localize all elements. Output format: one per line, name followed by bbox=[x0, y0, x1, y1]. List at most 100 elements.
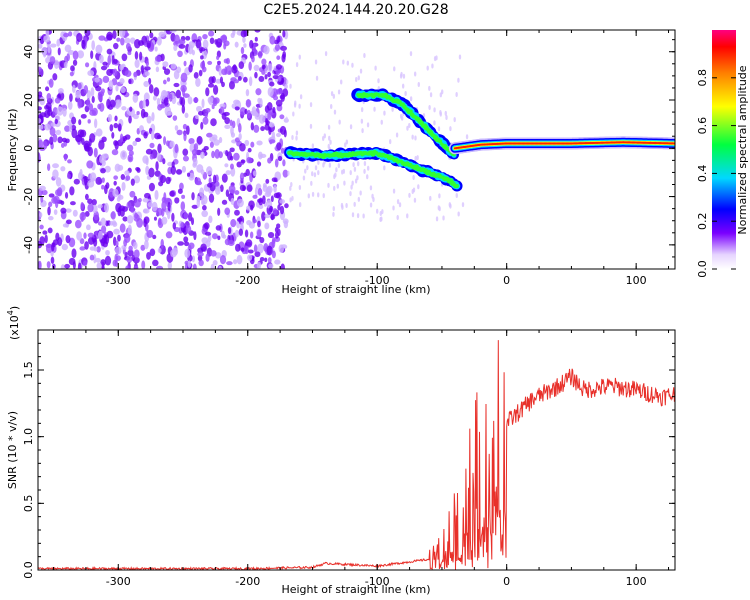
noise-blob bbox=[156, 134, 162, 140]
noise-blob bbox=[183, 212, 189, 220]
noise-blob bbox=[158, 217, 162, 226]
noise-blob bbox=[362, 213, 365, 219]
noise-blob bbox=[207, 60, 213, 65]
colorbar-tick-label: 0.4 bbox=[696, 165, 709, 183]
noise-blob bbox=[213, 139, 220, 146]
noise-blob bbox=[158, 31, 166, 38]
noise-blob bbox=[455, 91, 458, 97]
noise-blob bbox=[212, 174, 217, 184]
noise-blob bbox=[248, 76, 253, 87]
noise-blob bbox=[225, 170, 231, 176]
noise-blob bbox=[95, 128, 103, 137]
noise-blob bbox=[273, 185, 277, 193]
noise-blob bbox=[165, 231, 173, 239]
noise-blob bbox=[124, 170, 130, 176]
noise-blob bbox=[201, 66, 207, 73]
noise-blob bbox=[95, 85, 102, 92]
noise-blob bbox=[279, 114, 285, 120]
noise-blob bbox=[121, 181, 126, 192]
noise-blob bbox=[153, 216, 157, 221]
noise-blob bbox=[82, 260, 88, 267]
noise-blob bbox=[142, 155, 149, 164]
noise-blob bbox=[45, 102, 52, 110]
noise-blob bbox=[77, 50, 85, 59]
noise-blob bbox=[239, 142, 246, 152]
noise-blob bbox=[173, 44, 178, 51]
noise-blob bbox=[366, 165, 370, 171]
noise-blob bbox=[265, 178, 270, 184]
noise-blob bbox=[106, 31, 113, 41]
noise-blob bbox=[375, 208, 379, 214]
noise-blob bbox=[115, 84, 119, 92]
noise-blob bbox=[77, 82, 82, 90]
noise-blob bbox=[253, 64, 260, 72]
noise-blob bbox=[267, 110, 272, 121]
noise-blob bbox=[258, 114, 266, 124]
noise-blob bbox=[116, 99, 122, 108]
noise-blob bbox=[248, 61, 252, 71]
y-tick-label: 40 bbox=[22, 45, 35, 59]
noise-blob bbox=[202, 116, 209, 125]
noise-blob bbox=[242, 185, 246, 192]
noise-blob bbox=[67, 159, 72, 164]
noise-blob bbox=[161, 216, 168, 225]
noise-blob bbox=[361, 128, 364, 134]
noise-blob bbox=[95, 44, 103, 54]
noise-blob bbox=[145, 148, 153, 155]
noise-blob bbox=[196, 105, 203, 112]
noise-blob bbox=[314, 165, 318, 171]
noise-blob bbox=[249, 39, 254, 49]
noise-blob bbox=[162, 158, 166, 165]
noise-blob bbox=[95, 257, 101, 263]
noise-blob bbox=[356, 213, 360, 219]
noise-blob bbox=[49, 56, 56, 65]
noise-blob bbox=[134, 51, 139, 60]
y-tick-label: -40 bbox=[22, 236, 35, 254]
noise-blob bbox=[332, 211, 335, 217]
spectrogram-y-ticks: -40 -20 0 20 40 bbox=[22, 39, 675, 270]
noise-blob bbox=[274, 158, 279, 168]
noise-blob bbox=[60, 264, 66, 269]
noise-blob bbox=[402, 73, 406, 79]
noise-blob bbox=[218, 265, 222, 269]
noise-blob bbox=[65, 208, 72, 213]
noise-blob bbox=[135, 137, 141, 143]
noise-blob bbox=[214, 149, 220, 159]
noise-blob bbox=[113, 175, 119, 180]
noise-blob bbox=[274, 259, 281, 265]
noise-blob bbox=[149, 32, 154, 39]
noise-blob bbox=[149, 142, 155, 149]
noise-blob bbox=[169, 30, 177, 33]
noise-blob bbox=[449, 126, 452, 132]
noise-blob bbox=[54, 97, 61, 104]
noise-blob bbox=[175, 169, 183, 175]
noise-blob bbox=[114, 115, 118, 122]
noise-blob bbox=[73, 178, 80, 185]
noise-blob bbox=[89, 172, 97, 182]
noise-blob bbox=[207, 182, 213, 188]
noise-blob bbox=[383, 110, 386, 116]
noise-blob bbox=[62, 223, 69, 228]
noise-blob bbox=[57, 47, 61, 56]
noise-blob bbox=[97, 204, 103, 209]
noise-blob bbox=[253, 244, 258, 253]
noise-blob bbox=[244, 245, 249, 255]
noise-blob bbox=[267, 231, 275, 239]
noise-blob bbox=[193, 143, 199, 152]
noise-blob bbox=[335, 167, 338, 173]
noise-blob bbox=[191, 255, 196, 263]
noise-blob bbox=[271, 239, 276, 248]
noise-blob bbox=[234, 243, 241, 252]
noise-blob bbox=[45, 243, 52, 248]
spectrogram-x-ticks: -300 -200 -100 0 100 bbox=[53, 30, 670, 287]
noise-blob bbox=[139, 51, 143, 61]
noise-blob bbox=[351, 180, 354, 186]
noise-blob bbox=[236, 254, 243, 265]
noise-blob bbox=[183, 236, 189, 243]
noise-blob bbox=[233, 152, 240, 161]
noise-blob bbox=[356, 175, 359, 181]
noise-blob bbox=[66, 173, 71, 179]
noise-blob bbox=[39, 96, 46, 106]
noise-blob bbox=[101, 136, 107, 143]
snr-y-multiplier: (x104) bbox=[6, 306, 21, 340]
